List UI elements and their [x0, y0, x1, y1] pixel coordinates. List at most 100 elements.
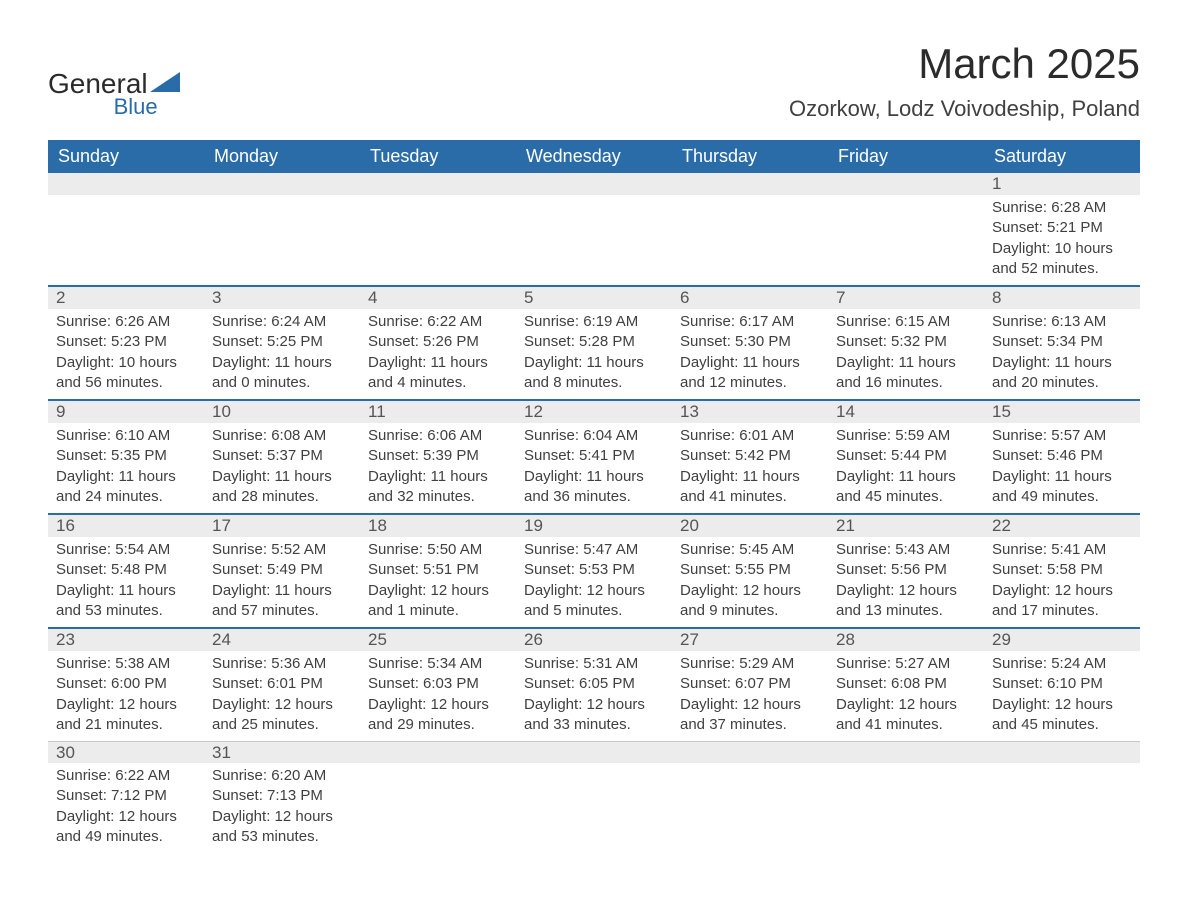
daylight-line: Daylight: 11 hours and 32 minutes. [368, 467, 508, 508]
day-number: 3 [204, 287, 360, 309]
day-details [48, 195, 204, 283]
sunset-line: Sunset: 5:55 PM [680, 560, 820, 580]
calendar-cell: 15Sunrise: 5:57 AMSunset: 5:46 PMDayligh… [984, 400, 1140, 514]
calendar-cell [828, 741, 984, 853]
daylight-line: Daylight: 11 hours and 12 minutes. [680, 353, 820, 394]
daylight-line: Daylight: 12 hours and 29 minutes. [368, 695, 508, 736]
sunrise-line: Sunrise: 6:06 AM [368, 426, 508, 446]
sunrise-line: Sunrise: 5:54 AM [56, 540, 196, 560]
calendar-cell: 28Sunrise: 5:27 AMSunset: 6:08 PMDayligh… [828, 628, 984, 741]
calendar-week-row: 16Sunrise: 5:54 AMSunset: 5:48 PMDayligh… [48, 514, 1140, 628]
day-number: 11 [360, 401, 516, 423]
day-number: 17 [204, 515, 360, 537]
day-details: Sunrise: 6:17 AMSunset: 5:30 PMDaylight:… [672, 309, 828, 399]
calendar-cell: 26Sunrise: 5:31 AMSunset: 6:05 PMDayligh… [516, 628, 672, 741]
daylight-line: Daylight: 11 hours and 57 minutes. [212, 581, 352, 622]
sunrise-line: Sunrise: 6:13 AM [992, 312, 1132, 332]
sunset-line: Sunset: 5:51 PM [368, 560, 508, 580]
calendar-cell [672, 173, 828, 286]
sunrise-line: Sunrise: 5:45 AM [680, 540, 820, 560]
daylight-line: Daylight: 12 hours and 53 minutes. [212, 807, 352, 848]
day-number: 1 [984, 173, 1140, 195]
sunrise-line: Sunrise: 5:43 AM [836, 540, 976, 560]
logo-triangle-icon [150, 72, 180, 97]
sunset-line: Sunset: 5:21 PM [992, 218, 1132, 238]
sunset-line: Sunset: 5:28 PM [524, 332, 664, 352]
day-number: 6 [672, 287, 828, 309]
day-number: 4 [360, 287, 516, 309]
calendar-cell [516, 173, 672, 286]
day-number [828, 173, 984, 175]
sunrise-line: Sunrise: 6:19 AM [524, 312, 664, 332]
day-number: 12 [516, 401, 672, 423]
calendar-cell: 20Sunrise: 5:45 AMSunset: 5:55 PMDayligh… [672, 514, 828, 628]
calendar-cell [984, 741, 1140, 853]
day-details: Sunrise: 6:06 AMSunset: 5:39 PMDaylight:… [360, 423, 516, 513]
sunrise-line: Sunrise: 5:24 AM [992, 654, 1132, 674]
day-details: Sunrise: 6:08 AMSunset: 5:37 PMDaylight:… [204, 423, 360, 513]
day-number: 25 [360, 629, 516, 651]
calendar-table: Sunday Monday Tuesday Wednesday Thursday… [48, 140, 1140, 853]
calendar-cell: 23Sunrise: 5:38 AMSunset: 6:00 PMDayligh… [48, 628, 204, 741]
sunset-line: Sunset: 5:41 PM [524, 446, 664, 466]
day-number: 5 [516, 287, 672, 309]
calendar-cell: 9Sunrise: 6:10 AMSunset: 5:35 PMDaylight… [48, 400, 204, 514]
daylight-line: Daylight: 10 hours and 56 minutes. [56, 353, 196, 394]
day-number: 28 [828, 629, 984, 651]
sunset-line: Sunset: 5:53 PM [524, 560, 664, 580]
calendar-cell: 5Sunrise: 6:19 AMSunset: 5:28 PMDaylight… [516, 286, 672, 400]
day-details: Sunrise: 6:22 AMSunset: 5:26 PMDaylight:… [360, 309, 516, 399]
daylight-line: Daylight: 12 hours and 1 minute. [368, 581, 508, 622]
day-number: 16 [48, 515, 204, 537]
day-number [48, 173, 204, 175]
daylight-line: Daylight: 10 hours and 52 minutes. [992, 239, 1132, 280]
day-details: Sunrise: 5:41 AMSunset: 5:58 PMDaylight:… [984, 537, 1140, 627]
day-details: Sunrise: 6:22 AMSunset: 7:12 PMDaylight:… [48, 763, 204, 853]
sunset-line: Sunset: 5:30 PM [680, 332, 820, 352]
sunrise-line: Sunrise: 6:08 AM [212, 426, 352, 446]
day-details: Sunrise: 6:13 AMSunset: 5:34 PMDaylight:… [984, 309, 1140, 399]
day-number: 2 [48, 287, 204, 309]
day-number [984, 742, 1140, 744]
daylight-line: Daylight: 11 hours and 20 minutes. [992, 353, 1132, 394]
sunset-line: Sunset: 6:05 PM [524, 674, 664, 694]
day-details [672, 763, 828, 851]
day-details: Sunrise: 5:34 AMSunset: 6:03 PMDaylight:… [360, 651, 516, 741]
sunrise-line: Sunrise: 6:10 AM [56, 426, 196, 446]
daylight-line: Daylight: 11 hours and 4 minutes. [368, 353, 508, 394]
day-number: 23 [48, 629, 204, 651]
calendar-cell: 25Sunrise: 5:34 AMSunset: 6:03 PMDayligh… [360, 628, 516, 741]
calendar-cell: 17Sunrise: 5:52 AMSunset: 5:49 PMDayligh… [204, 514, 360, 628]
sunset-line: Sunset: 7:13 PM [212, 786, 352, 806]
day-details: Sunrise: 5:27 AMSunset: 6:08 PMDaylight:… [828, 651, 984, 741]
calendar-cell: 27Sunrise: 5:29 AMSunset: 6:07 PMDayligh… [672, 628, 828, 741]
day-number [516, 742, 672, 744]
calendar-cell: 29Sunrise: 5:24 AMSunset: 6:10 PMDayligh… [984, 628, 1140, 741]
calendar-week-row: 30Sunrise: 6:22 AMSunset: 7:12 PMDayligh… [48, 741, 1140, 853]
daylight-line: Daylight: 11 hours and 28 minutes. [212, 467, 352, 508]
sunset-line: Sunset: 5:42 PM [680, 446, 820, 466]
day-details: Sunrise: 5:54 AMSunset: 5:48 PMDaylight:… [48, 537, 204, 627]
sunrise-line: Sunrise: 6:26 AM [56, 312, 196, 332]
sunset-line: Sunset: 6:00 PM [56, 674, 196, 694]
day-number: 26 [516, 629, 672, 651]
daylight-line: Daylight: 11 hours and 16 minutes. [836, 353, 976, 394]
calendar-cell: 14Sunrise: 5:59 AMSunset: 5:44 PMDayligh… [828, 400, 984, 514]
calendar-cell [360, 173, 516, 286]
calendar-cell [48, 173, 204, 286]
day-number [672, 742, 828, 744]
day-number [828, 742, 984, 744]
day-details: Sunrise: 6:15 AMSunset: 5:32 PMDaylight:… [828, 309, 984, 399]
page-header: General Blue March 2025 Ozorkow, Lodz Vo… [48, 40, 1140, 132]
location-label: Ozorkow, Lodz Voivodeship, Poland [789, 96, 1140, 122]
daylight-line: Daylight: 12 hours and 33 minutes. [524, 695, 664, 736]
sunset-line: Sunset: 5:26 PM [368, 332, 508, 352]
sunset-line: Sunset: 5:32 PM [836, 332, 976, 352]
day-number [360, 742, 516, 744]
day-number: 27 [672, 629, 828, 651]
calendar-cell: 18Sunrise: 5:50 AMSunset: 5:51 PMDayligh… [360, 514, 516, 628]
day-details: Sunrise: 5:31 AMSunset: 6:05 PMDaylight:… [516, 651, 672, 741]
sunset-line: Sunset: 5:58 PM [992, 560, 1132, 580]
daylight-line: Daylight: 12 hours and 25 minutes. [212, 695, 352, 736]
day-number: 29 [984, 629, 1140, 651]
